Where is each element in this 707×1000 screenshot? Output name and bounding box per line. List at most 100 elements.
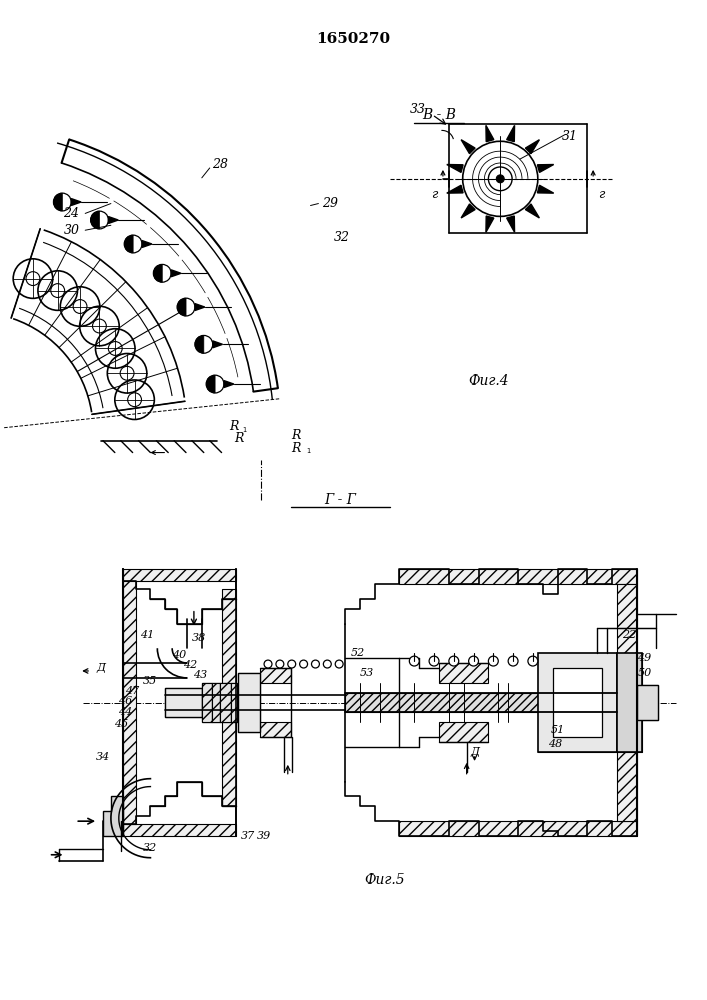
Wedge shape bbox=[206, 375, 215, 393]
Text: 32: 32 bbox=[144, 843, 158, 853]
Circle shape bbox=[508, 656, 518, 666]
Text: 47: 47 bbox=[126, 686, 140, 696]
Circle shape bbox=[335, 660, 343, 668]
Text: 45: 45 bbox=[114, 719, 128, 729]
Text: 33: 33 bbox=[410, 103, 426, 116]
Text: 38: 38 bbox=[192, 633, 206, 643]
Circle shape bbox=[469, 656, 479, 666]
Text: $_1$: $_1$ bbox=[243, 425, 248, 435]
Polygon shape bbox=[142, 241, 152, 247]
Circle shape bbox=[528, 656, 538, 666]
Text: 34: 34 bbox=[96, 752, 110, 762]
Text: 28: 28 bbox=[211, 158, 228, 171]
Wedge shape bbox=[153, 264, 163, 282]
Text: 40: 40 bbox=[172, 650, 186, 660]
Text: 48: 48 bbox=[549, 739, 563, 749]
Text: 1650270: 1650270 bbox=[316, 32, 390, 46]
Text: 22: 22 bbox=[621, 630, 636, 640]
Polygon shape bbox=[103, 796, 123, 836]
Polygon shape bbox=[201, 683, 211, 722]
Text: 24: 24 bbox=[64, 207, 79, 220]
Polygon shape bbox=[525, 204, 539, 218]
Text: Д: Д bbox=[97, 663, 105, 673]
Wedge shape bbox=[90, 211, 100, 229]
Polygon shape bbox=[399, 569, 636, 584]
Text: 52: 52 bbox=[351, 648, 365, 658]
Polygon shape bbox=[345, 693, 538, 712]
Polygon shape bbox=[220, 683, 231, 722]
Text: Г - Г: Г - Г bbox=[324, 493, 356, 507]
Polygon shape bbox=[260, 722, 291, 737]
Text: 51: 51 bbox=[551, 725, 565, 735]
Polygon shape bbox=[447, 165, 463, 172]
Wedge shape bbox=[54, 193, 62, 211]
Text: г: г bbox=[431, 188, 437, 201]
Wedge shape bbox=[195, 335, 204, 353]
Polygon shape bbox=[538, 653, 617, 752]
Polygon shape bbox=[171, 270, 181, 277]
Polygon shape bbox=[260, 668, 291, 683]
Circle shape bbox=[323, 660, 332, 668]
Polygon shape bbox=[486, 216, 493, 232]
Polygon shape bbox=[195, 304, 205, 311]
Text: 29: 29 bbox=[322, 197, 338, 210]
Bar bbox=[165, 688, 201, 717]
Wedge shape bbox=[124, 235, 133, 253]
Polygon shape bbox=[537, 185, 554, 193]
Polygon shape bbox=[123, 581, 136, 824]
Bar bbox=[538, 653, 617, 752]
Text: 46: 46 bbox=[117, 696, 132, 706]
Circle shape bbox=[264, 660, 272, 668]
Text: Фиг.4: Фиг.4 bbox=[468, 374, 509, 388]
Circle shape bbox=[409, 656, 419, 666]
Text: г: г bbox=[598, 188, 604, 201]
Text: 43: 43 bbox=[193, 670, 207, 680]
Circle shape bbox=[496, 175, 504, 183]
Polygon shape bbox=[213, 341, 223, 348]
Wedge shape bbox=[177, 298, 186, 316]
Polygon shape bbox=[525, 140, 539, 154]
Text: Д: Д bbox=[470, 747, 479, 757]
Polygon shape bbox=[617, 653, 641, 752]
Text: $_1$: $_1$ bbox=[305, 447, 311, 456]
Bar bbox=[231, 683, 238, 722]
Text: R: R bbox=[291, 442, 300, 455]
Text: B - B: B - B bbox=[422, 108, 456, 122]
Polygon shape bbox=[461, 140, 475, 154]
Text: 50: 50 bbox=[638, 668, 652, 678]
Polygon shape bbox=[71, 199, 81, 205]
Circle shape bbox=[276, 660, 284, 668]
Bar bbox=[211, 683, 220, 722]
Text: R: R bbox=[229, 420, 238, 433]
Polygon shape bbox=[123, 824, 236, 836]
Polygon shape bbox=[636, 685, 658, 720]
Text: 39: 39 bbox=[257, 831, 271, 841]
Text: 30: 30 bbox=[64, 224, 79, 237]
Polygon shape bbox=[211, 683, 220, 722]
Circle shape bbox=[489, 656, 498, 666]
Text: 44: 44 bbox=[117, 707, 132, 717]
Polygon shape bbox=[238, 673, 260, 732]
Circle shape bbox=[312, 660, 320, 668]
Circle shape bbox=[300, 660, 308, 668]
Text: 35: 35 bbox=[144, 676, 158, 686]
Text: 31: 31 bbox=[561, 130, 578, 143]
Bar bbox=[636, 685, 658, 720]
Text: 42: 42 bbox=[183, 660, 197, 670]
Circle shape bbox=[288, 660, 296, 668]
Text: R: R bbox=[235, 432, 244, 445]
Polygon shape bbox=[439, 722, 489, 742]
Polygon shape bbox=[399, 821, 636, 836]
Bar bbox=[617, 653, 641, 752]
Bar bbox=[93, 525, 676, 861]
Polygon shape bbox=[447, 185, 463, 193]
Bar bbox=[201, 683, 211, 722]
Polygon shape bbox=[461, 204, 475, 218]
Polygon shape bbox=[165, 688, 201, 717]
Text: 32: 32 bbox=[334, 231, 350, 244]
Text: 37: 37 bbox=[241, 831, 255, 841]
Text: Фиг.5: Фиг.5 bbox=[364, 873, 405, 887]
Polygon shape bbox=[123, 569, 236, 581]
Bar bbox=[238, 673, 260, 732]
Polygon shape bbox=[439, 663, 489, 683]
